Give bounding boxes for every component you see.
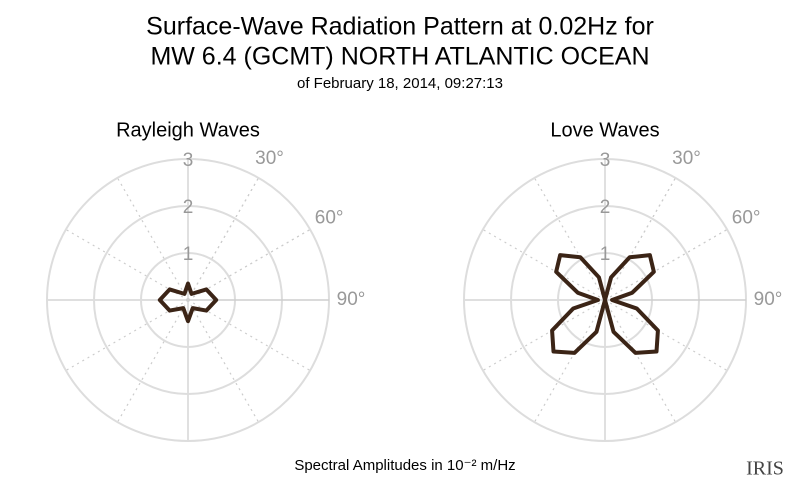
- theta-tick-label: 90°: [754, 289, 783, 310]
- spoke: [187, 177, 260, 301]
- title: Surface-Wave Radiation Pattern at 0.02Hz…: [146, 13, 654, 41]
- spoke: [116, 177, 189, 301]
- theta-tick-label: 30°: [672, 148, 701, 169]
- polar-title: Love Waves: [550, 119, 659, 141]
- r-tick-label: 3: [183, 150, 194, 171]
- theta-tick-label: 60°: [732, 208, 761, 229]
- theta-grid-line: [187, 177, 260, 301]
- radiation-pattern: [157, 281, 219, 324]
- title: MW 6.4 (GCMT) NORTH ATLANTIC OCEAN: [150, 43, 649, 71]
- r-tick-label: 1: [600, 244, 611, 265]
- footnote: Spectral Amplitudes in 10⁻² m/Hz: [294, 457, 515, 474]
- spoke: [604, 299, 728, 372]
- spoke: [533, 299, 606, 423]
- spoke: [604, 299, 677, 423]
- r-tick-label: 1: [183, 244, 194, 265]
- subtitle: of February 18, 2014, 09:27:13: [297, 75, 503, 92]
- spoke: [116, 299, 189, 423]
- radiation-pattern: [550, 253, 660, 355]
- theta-tick-label: 30°: [255, 148, 284, 169]
- r-tick-label: 3: [600, 150, 611, 171]
- logo: IRIS: [746, 458, 784, 480]
- spoke: [187, 299, 260, 423]
- spoke: [482, 299, 606, 372]
- theta-grid-line: [604, 177, 677, 301]
- r-tick-label: 2: [600, 197, 611, 218]
- theta-tick-label: 60°: [315, 208, 344, 229]
- spoke: [533, 177, 606, 301]
- spoke: [604, 177, 677, 301]
- theta-tick-label: 90°: [337, 289, 366, 310]
- polar-title: Rayleigh Waves: [116, 119, 260, 141]
- r-tick-label: 2: [183, 197, 194, 218]
